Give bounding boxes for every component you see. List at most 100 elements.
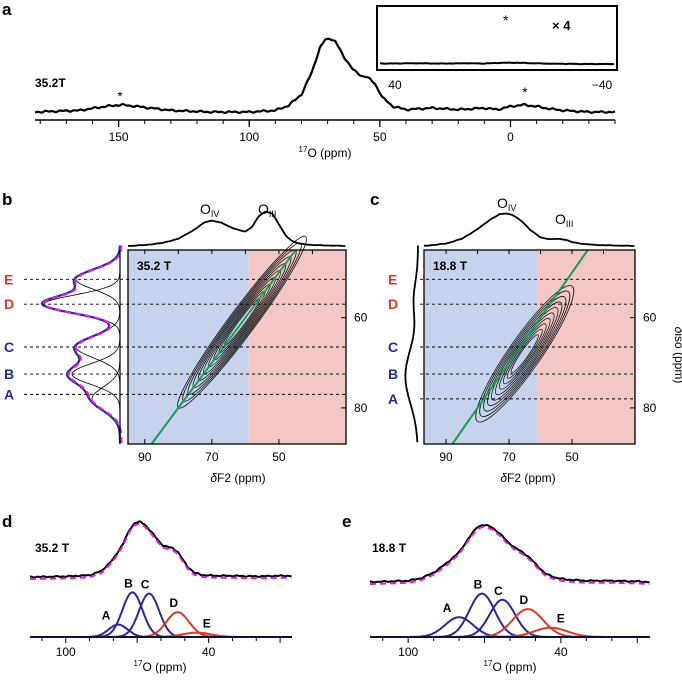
c-contour-level-4: [491, 306, 559, 401]
c-xtick-label-50: 50: [565, 450, 579, 464]
panel-a-tick-label-50: 50: [373, 130, 387, 144]
panel-e-components: A B C D E: [370, 578, 650, 638]
b-ytick-label-60: 60: [354, 311, 368, 325]
panel-e-field-label: 18.8 T: [372, 541, 407, 555]
panel-e-experimental-line: [370, 523, 650, 584]
panel-a-letter: a: [2, 0, 12, 19]
e-component-label-E: E: [557, 612, 565, 626]
panel-a-x-label: 17O (ppm): [299, 145, 352, 160]
panel-b-label-oiv-sub: IV: [211, 209, 220, 219]
panel-c-x-label-rest: F2 (ppm): [507, 471, 556, 485]
panel-d-ticks: 100 40: [30, 636, 292, 659]
panel-a-asterisk-sideband-right: *: [522, 84, 528, 100]
panel-d-x-label-sup: 17: [134, 659, 143, 668]
c-site-label-A: A: [388, 391, 398, 407]
d-component-label-D: D: [169, 596, 178, 610]
panel-c-label-oiii: OIII: [555, 211, 573, 229]
panel-b-x-label-delta: δ: [210, 471, 217, 485]
panel-a-inset-tick-neg40: −40: [592, 78, 613, 92]
panel-c-y-label-rest: iso (ppm): [672, 333, 682, 383]
e-component-label-C: C: [494, 584, 503, 598]
panel-c-site-labels: ED CBA: [388, 271, 398, 407]
panel-c-x-label: δF2 (ppm): [500, 471, 555, 485]
panel-d-field-label: 35.2 T: [35, 541, 70, 555]
panel-c-label-oiv-sub: IV: [508, 203, 517, 213]
panel-e-letter: e: [342, 512, 351, 531]
panel-b-indirect-fit: [42, 245, 123, 444]
panel-a-inset-frame: [376, 5, 618, 71]
panel-c-letter: c: [370, 190, 379, 209]
d-component-label-B: B: [124, 576, 133, 590]
b-xtick-label-70: 70: [205, 450, 219, 464]
c-contour-level-8: [506, 328, 543, 379]
d-component-A: [30, 623, 292, 638]
panel-a-field-label: 35.2T: [35, 76, 66, 90]
b-xtick-label-90: 90: [138, 450, 152, 464]
panel-c-contours: [475, 285, 575, 423]
panel-a-tick-label-150: 150: [109, 130, 129, 144]
b-site-label-B: B: [4, 366, 14, 382]
panel-d-experimental-line: [29, 520, 292, 579]
panel-c-label-oiv: OIV: [497, 195, 516, 213]
panel-c-y-label-delta: δ: [672, 327, 682, 334]
panel-e-x-label: 17O (ppm): [484, 659, 537, 674]
panel-a-spectrum-line: [34, 37, 616, 115]
c-xtick-label-90: 90: [439, 450, 453, 464]
panel-a-x-label-sup: 17: [299, 145, 308, 154]
panel-b-ticks: 90 70 50 60 80: [138, 250, 368, 464]
b-site-label-D: D: [4, 296, 14, 312]
panel-b-x-label-rest: F2 (ppm): [217, 471, 266, 485]
d-component-label-C: C: [141, 578, 150, 592]
c-ytick-label-60: 60: [643, 311, 657, 325]
panel-a-inset: * × 4: [376, 5, 618, 71]
d-tick-label-100: 100: [56, 645, 76, 659]
c-site-label-C: C: [388, 339, 398, 355]
panel-c-diagonal-line: [451, 249, 589, 445]
panel-a-tick-label-0: 0: [507, 130, 514, 144]
c-contour-level-2: [483, 296, 567, 412]
e-component-B: [370, 592, 650, 638]
c-contour-level-0: [475, 285, 575, 423]
panel-c-x-label-delta: δ: [500, 471, 507, 485]
c-contour-level-9: [510, 334, 539, 374]
panel-d: d 35.2 T A B C D E 100 40 17O (ppm): [2, 512, 292, 674]
panel-b-site-labels: ED CBA: [4, 271, 14, 402]
panel-b-field-label: 35.2 T: [137, 259, 172, 273]
panel-d-fit-line: [30, 522, 292, 580]
panel-e-ticks: 100 40: [370, 636, 650, 659]
panel-b-label-oiii-main: O: [258, 201, 269, 217]
panel-c-y-label: δiso (ppm): [672, 327, 682, 384]
panel-d-x-label: 17O (ppm): [134, 659, 187, 674]
panel-a-inset-scale: × 4: [552, 18, 571, 33]
e-tick-label-40: 40: [554, 645, 568, 659]
panel-b-label-oiv-main: O: [200, 201, 211, 217]
e-component-label-B: B: [474, 578, 483, 592]
c-xtick-label-70: 70: [502, 450, 516, 464]
c-ytick-label-80: 80: [643, 401, 657, 415]
c-contour-level-5: [495, 312, 555, 396]
d-component-label-E: E: [203, 617, 211, 631]
panel-e-x-label-sup: 17: [484, 659, 493, 668]
b-site-label-E: E: [4, 271, 13, 287]
c-site-label-D: D: [388, 296, 398, 312]
panel-c-f2-projection: [423, 212, 635, 247]
panel-d-letter: d: [2, 512, 12, 531]
b-ytick-label-80: 80: [354, 401, 368, 415]
c-contour-level-3: [487, 301, 563, 407]
e-component-C: [370, 598, 650, 638]
panel-a-asterisk-sideband-left: *: [117, 88, 123, 104]
panel-c-label-oiii-sub: III: [566, 219, 574, 229]
c-site-label-E: E: [388, 271, 397, 287]
b-site-label-C: C: [4, 339, 14, 355]
d-component-label-A: A: [102, 609, 111, 623]
panel-b-x-label: δF2 (ppm): [210, 471, 265, 485]
panel-d-x-label-rest: O (ppm): [142, 660, 186, 674]
panel-c-field-label: 18.8 T: [433, 259, 468, 273]
panel-c-ticks: 90 70 50 60 80: [439, 250, 657, 464]
panel-a-inset-spectrum-line: [379, 61, 615, 66]
panel-a-x-label-rest: O (ppm): [307, 146, 351, 160]
e-component-label-A: A: [443, 601, 452, 615]
panel-a-tick-label-100: 100: [239, 130, 259, 144]
